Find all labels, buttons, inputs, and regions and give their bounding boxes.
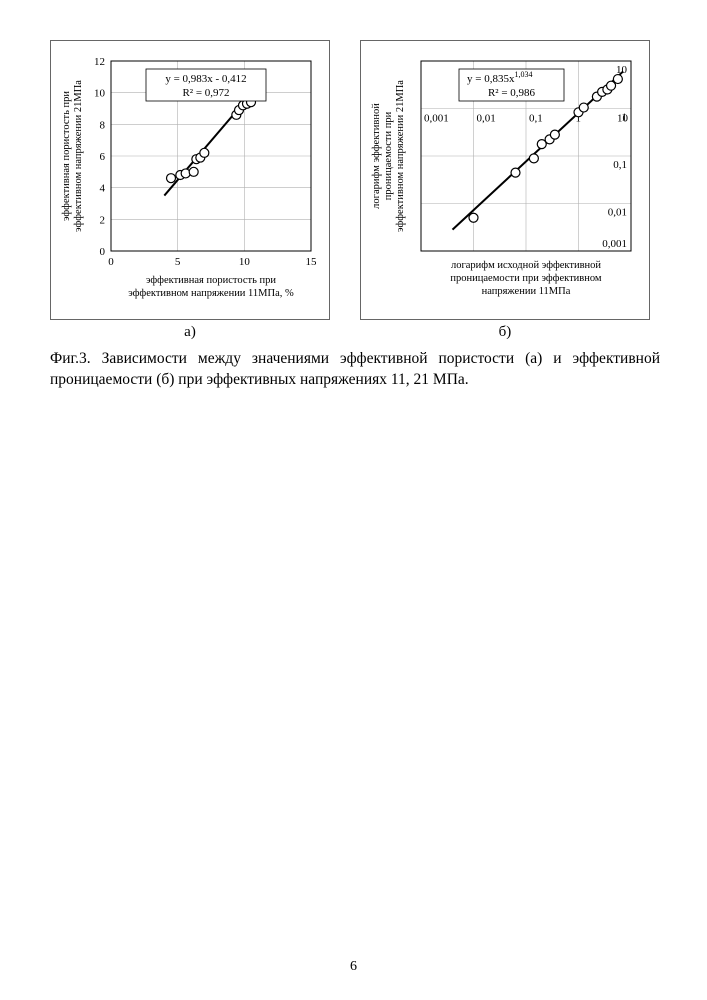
svg-text:проницаемости при эффективном: проницаемости при эффективном bbox=[450, 273, 602, 284]
chart-b-svg: 0,0010,010,11100,0010,010,1110y = 0,835x… bbox=[361, 41, 651, 321]
svg-text:логарифм исходной эффективной: логарифм исходной эффективной bbox=[451, 260, 601, 271]
svg-text:10: 10 bbox=[239, 256, 251, 268]
svg-text:0,1: 0,1 bbox=[529, 113, 543, 125]
svg-text:10: 10 bbox=[94, 88, 106, 100]
svg-text:8: 8 bbox=[100, 119, 106, 131]
svg-text:проницаемости при: проницаемости при bbox=[383, 111, 394, 200]
svg-text:0,01: 0,01 bbox=[477, 113, 496, 125]
caption-prefix: Фиг.3. bbox=[50, 350, 91, 367]
svg-text:логарифм эффективной: логарифм эффективной bbox=[371, 103, 382, 209]
page-number: 6 bbox=[0, 959, 707, 975]
svg-text:эффективная пористость при: эффективная пористость при bbox=[61, 91, 72, 221]
svg-text:2: 2 bbox=[100, 214, 106, 226]
caption-body: Зависимости между значениями эффективной… bbox=[50, 350, 660, 388]
svg-text:напряжении 11МПа: напряжении 11МПа bbox=[482, 286, 571, 297]
charts-row: 0 5 10 15 0 2 4 6 8 10 12 y = 0,983x - 0,412 R² = 0,… bbox=[50, 40, 657, 320]
svg-text:5: 5 bbox=[175, 256, 181, 268]
sublabel-b: б) bbox=[360, 324, 650, 341]
sub-labels: а) б) bbox=[50, 324, 660, 341]
figure-caption: Фиг.3. Зависимости между значениями эффе… bbox=[50, 349, 660, 391]
svg-text:15: 15 bbox=[306, 256, 318, 268]
sublabel-a: а) bbox=[50, 324, 330, 341]
svg-text:R² = 0,972: R² = 0,972 bbox=[182, 87, 229, 99]
svg-text:R² = 0,986: R² = 0,986 bbox=[488, 87, 536, 99]
chart-a-svg: 0 5 10 15 0 2 4 6 8 10 12 y = 0,983x - 0,412 R² = 0,… bbox=[51, 41, 331, 321]
svg-text:6: 6 bbox=[100, 151, 106, 163]
svg-text:0: 0 bbox=[100, 246, 106, 258]
svg-text:0,001: 0,001 bbox=[602, 238, 627, 250]
svg-text:4: 4 bbox=[100, 183, 106, 195]
chart-b: 0,0010,010,11100,0010,010,1110y = 0,835x… bbox=[360, 40, 650, 320]
svg-text:эффективном напряжении 21МПа: эффективном напряжении 21МПа bbox=[395, 80, 406, 232]
svg-text:0,1: 0,1 bbox=[613, 159, 627, 171]
svg-text:0,01: 0,01 bbox=[608, 207, 627, 219]
svg-text:1: 1 bbox=[622, 112, 628, 124]
svg-text:эффективном напряжении 11МПа,: эффективном напряжении 11МПа, % bbox=[128, 288, 294, 299]
svg-text:12: 12 bbox=[94, 56, 105, 68]
chart-a: 0 5 10 15 0 2 4 6 8 10 12 y = 0,983x - 0,412 R² = 0,… bbox=[50, 40, 330, 320]
svg-text:0,001: 0,001 bbox=[424, 113, 449, 125]
svg-text:эффективном напряжении 21МПа: эффективном напряжении 21МПа bbox=[73, 80, 84, 232]
svg-text:y = 0,983x - 0,412: y = 0,983x - 0,412 bbox=[165, 73, 246, 85]
svg-text:0: 0 bbox=[108, 256, 114, 268]
svg-text:эффективная пористость при: эффективная пористость при bbox=[146, 275, 276, 286]
